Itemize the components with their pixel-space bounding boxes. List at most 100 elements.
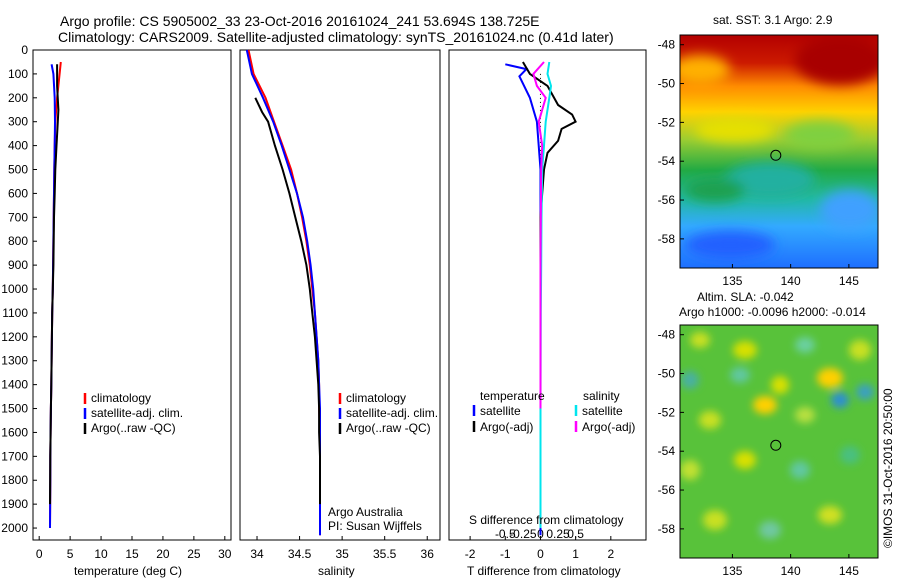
lon-tick-label: 145 bbox=[839, 564, 859, 578]
lat-tick-label: -52 bbox=[658, 405, 676, 419]
depth-tick-label: 1500 bbox=[1, 402, 28, 416]
depth-tick-label: 1100 bbox=[2, 306, 28, 320]
legend-label-argo: Argo(..raw -QC) bbox=[346, 421, 431, 435]
legend-label-climatology: climatology bbox=[91, 391, 151, 405]
sla-map-x-ticks: 135 140 145 bbox=[722, 554, 859, 578]
x-tick-label: 0 bbox=[537, 547, 544, 561]
series-satellite-adj-clim bbox=[245, 49, 321, 536]
top-tick-label: -0.25 bbox=[509, 527, 537, 541]
title-line-1: Argo profile: CS 5905002_33 23-Oct-2016 … bbox=[60, 13, 540, 29]
sst-map bbox=[680, 35, 878, 268]
imos-stamp: ©IMOS 31-Oct-2016 20:50:00 bbox=[881, 388, 895, 548]
depth-tick-label: 800 bbox=[8, 234, 28, 248]
lat-tick-label: -56 bbox=[658, 483, 676, 497]
depth-tick-label: 1800 bbox=[1, 473, 28, 487]
sla-argo-location-marker bbox=[770, 439, 782, 451]
difference-top-xlabel: S difference from climatology bbox=[469, 513, 624, 527]
lon-tick-label: 145 bbox=[839, 274, 859, 288]
depth-tick-label: 500 bbox=[8, 163, 28, 177]
x-tick-label: 25 bbox=[187, 547, 201, 561]
depth-tick-label: 1300 bbox=[1, 354, 28, 368]
sla-map-title: Altim. SLA: -0.042 bbox=[697, 290, 794, 304]
credit-line-1: Argo Australia bbox=[328, 505, 403, 519]
series-temperature-satellite bbox=[505, 63, 542, 536]
series-argo-raw-qc bbox=[254, 97, 321, 505]
x-tick-label: -1 bbox=[500, 547, 511, 561]
depth-tick-label: 1600 bbox=[1, 425, 28, 439]
sla-map-y-ticks: -48 -50 -52 -54 -56 -58 bbox=[658, 328, 684, 536]
depth-axis: 0 100 200 300 400 500 600 700 800 900 1000 1100 1200… bbox=[1, 43, 37, 535]
lat-tick-label: -58 bbox=[658, 522, 676, 536]
x-tick-label: 5 bbox=[67, 547, 74, 561]
temperature-xlabel: temperature (deg C) bbox=[74, 564, 182, 578]
legend-label-temp-satellite: satellite bbox=[480, 404, 521, 418]
top-tick-label: 0.25 bbox=[546, 527, 570, 541]
sst-map-y-ticks: -48 -50 -52 -54 -56 -58 bbox=[658, 38, 684, 246]
lat-tick-label: -48 bbox=[658, 328, 676, 342]
legend-label-argo: Argo(..raw -QC) bbox=[91, 421, 176, 435]
difference-series bbox=[505, 61, 577, 536]
salinity-xlabel: salinity bbox=[318, 564, 355, 578]
title-line-2: Climatology: CARS2009. Satellite-adjuste… bbox=[58, 29, 614, 45]
temperature-series bbox=[49, 61, 62, 529]
difference-xlabel: T difference from climatology bbox=[467, 564, 621, 578]
credit-line-2: PI: Susan Wijffels bbox=[328, 519, 422, 533]
lat-tick-label: -58 bbox=[658, 232, 676, 246]
legend-label-sal-argo: Argo(-adj) bbox=[582, 420, 635, 434]
salinity-panel bbox=[239, 49, 441, 541]
series-argo-raw-qc bbox=[49, 64, 60, 505]
legend-label-climatology: climatology bbox=[346, 391, 406, 405]
salinity-series bbox=[245, 49, 321, 536]
sst-map-frame bbox=[679, 34, 879, 269]
top-tick-label: -0.5 bbox=[495, 527, 516, 541]
salinity-legend: climatology satellite-adj. clim. Argo(..… bbox=[338, 391, 438, 435]
series-salinity-argo-adj bbox=[532, 61, 547, 409]
lat-tick-label: -52 bbox=[658, 115, 676, 129]
depth-tick-label: 700 bbox=[8, 210, 28, 224]
temperature-legend: climatology satellite-adj. clim. Argo(..… bbox=[83, 391, 183, 435]
depth-tick-label: 300 bbox=[8, 115, 28, 129]
depth-tick-label: 0 bbox=[21, 43, 28, 57]
depth-tick-label: 1400 bbox=[1, 378, 28, 392]
lon-tick-label: 140 bbox=[781, 274, 801, 288]
depth-tick-label: 1900 bbox=[1, 497, 28, 511]
x-tick-label: 20 bbox=[156, 547, 170, 561]
depth-tick-label: 600 bbox=[8, 186, 28, 200]
salinity-x-ticks: 34 34.5 35 35.5 36 bbox=[250, 536, 434, 561]
x-tick-label: 30 bbox=[218, 547, 232, 561]
legend-label-sal-satellite: satellite bbox=[582, 404, 623, 418]
lat-tick-label: -54 bbox=[658, 444, 676, 458]
lon-tick-label: 135 bbox=[722, 274, 742, 288]
lat-tick-label: -56 bbox=[658, 193, 676, 207]
x-tick-label: -2 bbox=[465, 547, 476, 561]
lat-tick-label: -54 bbox=[658, 154, 676, 168]
difference-x-ticks: -2 -1 0 1 2 bbox=[465, 536, 614, 561]
difference-panel bbox=[448, 49, 647, 541]
legend-label-satellite: satellite-adj. clim. bbox=[91, 406, 183, 420]
x-tick-label: 34.5 bbox=[288, 547, 312, 561]
legend-label-satellite: satellite-adj. clim. bbox=[346, 406, 438, 420]
depth-tick-label: 900 bbox=[8, 258, 28, 272]
temperature-x-ticks: 0 5 10 15 20 25 30 bbox=[36, 536, 232, 561]
depth-tick-label: 400 bbox=[8, 139, 28, 153]
x-tick-label: 10 bbox=[94, 547, 108, 561]
sst-map-x-ticks: 135 140 145 bbox=[722, 264, 859, 288]
depth-tick-label: 100 bbox=[8, 67, 28, 81]
x-tick-label: 1 bbox=[572, 547, 579, 561]
lat-tick-label: -50 bbox=[658, 367, 676, 381]
x-tick-label: 35 bbox=[335, 547, 349, 561]
x-tick-label: 0 bbox=[36, 547, 43, 561]
legend-temperature-title: temperature bbox=[480, 389, 545, 403]
depth-tick-label: 1700 bbox=[1, 449, 28, 463]
lat-tick-label: -48 bbox=[658, 38, 676, 52]
temperature-panel bbox=[32, 49, 232, 541]
x-tick-label: 34 bbox=[250, 547, 264, 561]
lon-tick-label: 135 bbox=[722, 564, 742, 578]
depth-tick-label: 1000 bbox=[1, 282, 28, 296]
series-temperature-argo-adj bbox=[522, 61, 577, 505]
sla-map-frame bbox=[679, 324, 879, 559]
depth-tick-label: 200 bbox=[8, 91, 28, 105]
lat-tick-label: -50 bbox=[658, 77, 676, 91]
depth-tick-label: 2000 bbox=[1, 521, 28, 535]
x-tick-label: 2 bbox=[607, 547, 614, 561]
